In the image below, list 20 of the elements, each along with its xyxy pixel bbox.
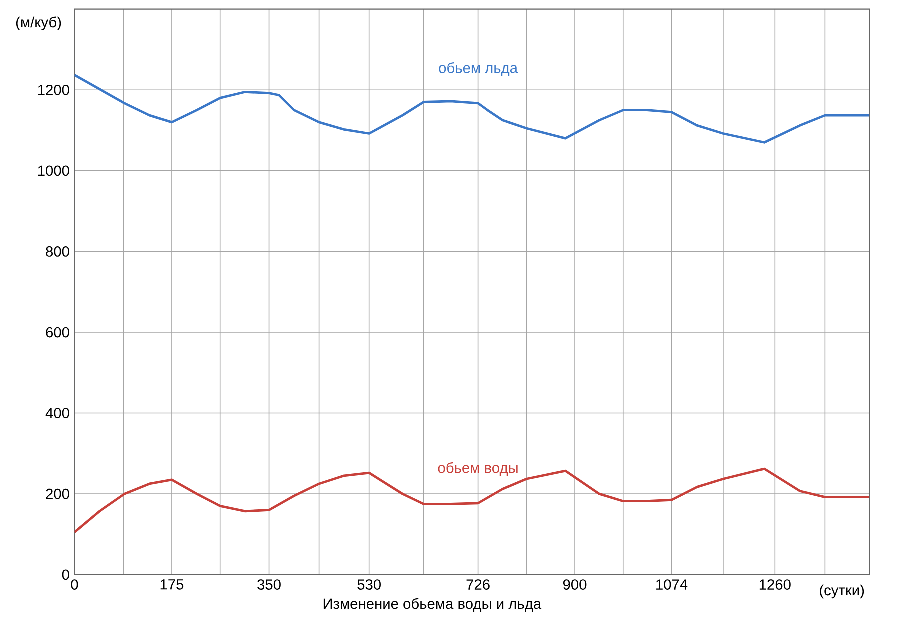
x-tick-label: 530 <box>358 579 381 590</box>
x-tick-label: 350 <box>258 579 281 590</box>
x-tick-label: 175 <box>160 579 184 590</box>
x-tick-label: 1260 <box>760 579 791 590</box>
series-label: обьем льда <box>439 62 518 76</box>
y-tick-label: 1200 <box>38 84 70 96</box>
y-tick-label: 1000 <box>38 166 70 176</box>
x-tick-label: 900 <box>563 579 587 590</box>
x-axis-title: (сутки) <box>820 584 864 598</box>
y-tick-label: 800 <box>46 246 70 257</box>
y-axis-title: (м/куб) <box>16 16 62 30</box>
series-label: обьем воды <box>438 462 518 476</box>
x-tick-label: 0 <box>71 579 78 590</box>
y-tick-label: 200 <box>46 488 70 500</box>
y-tick-label: 400 <box>46 408 70 418</box>
y-tick-label: 0 <box>62 570 70 580</box>
x-tick-label: 1074 <box>656 579 688 590</box>
text: Изменение обьема воды и льда <box>324 598 542 612</box>
x-tick-label: 726 <box>466 579 490 590</box>
y-tick-label: 600 <box>46 327 70 338</box>
